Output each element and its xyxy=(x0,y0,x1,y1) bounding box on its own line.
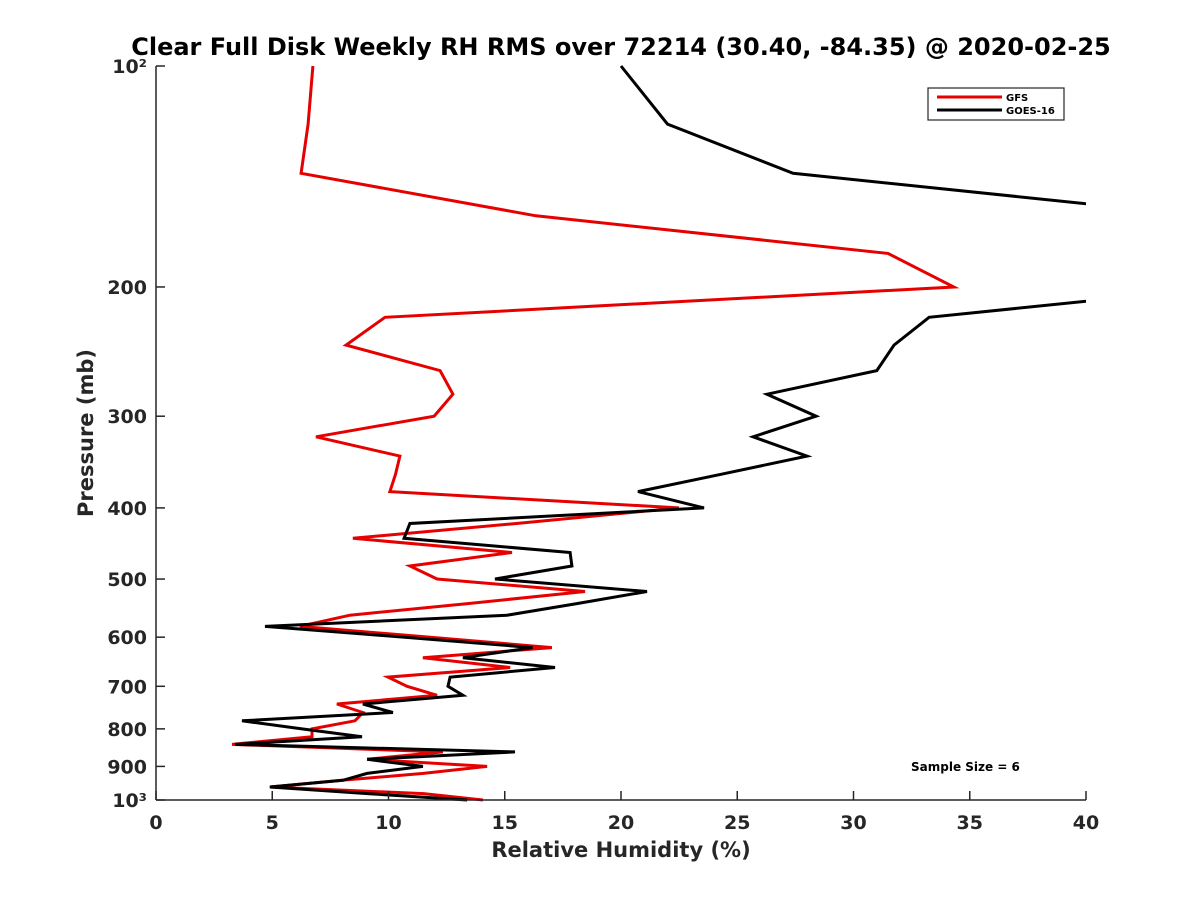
x-tick-label: 10 xyxy=(375,812,401,834)
x-tick-label: 0 xyxy=(149,812,162,834)
ticks-layer: 0 5 10 15 20 25 30 35 40 10² 200 300 400 500 600 700 800… xyxy=(107,56,1099,834)
y-tick-label: 500 xyxy=(107,569,147,591)
x-tick-label: 35 xyxy=(957,812,983,834)
y-tick-label: 200 xyxy=(107,277,147,299)
x-axis-title: Relative Humidity (%) xyxy=(491,838,750,862)
x-tick-label: 30 xyxy=(840,812,866,834)
series-layer xyxy=(231,65,1086,802)
y-tick-label: 300 xyxy=(107,406,147,428)
y-tick-label: 10³ xyxy=(112,790,147,812)
y-tick-label: 700 xyxy=(107,676,147,698)
y-tick-label: 10² xyxy=(112,56,147,78)
x-tick-label: 40 xyxy=(1073,812,1099,834)
y-tick-label: 600 xyxy=(107,627,147,649)
y-tick-label: 900 xyxy=(107,756,147,778)
legend-label-gfs: GFS xyxy=(1006,93,1028,104)
series-line-goes-16 xyxy=(235,65,1086,802)
legend-label-goes16: GOES-16 xyxy=(1006,106,1055,117)
legend: GFS GOES-16 xyxy=(927,87,1065,121)
y-axis-title: Pressure (mb) xyxy=(74,349,98,517)
legend-box xyxy=(927,87,1065,121)
sample-size-annotation: Sample Size = 6 xyxy=(911,760,1020,774)
x-tick-label: 15 xyxy=(492,812,518,834)
x-tick-label: 5 xyxy=(266,812,279,834)
x-tick-label: 20 xyxy=(608,812,634,834)
y-tick-label: 400 xyxy=(107,498,147,520)
chart-title: Clear Full Disk Weekly RH RMS over 72214… xyxy=(131,33,1111,61)
y-tick-label: 800 xyxy=(107,719,147,741)
x-tick-label: 25 xyxy=(724,812,750,834)
